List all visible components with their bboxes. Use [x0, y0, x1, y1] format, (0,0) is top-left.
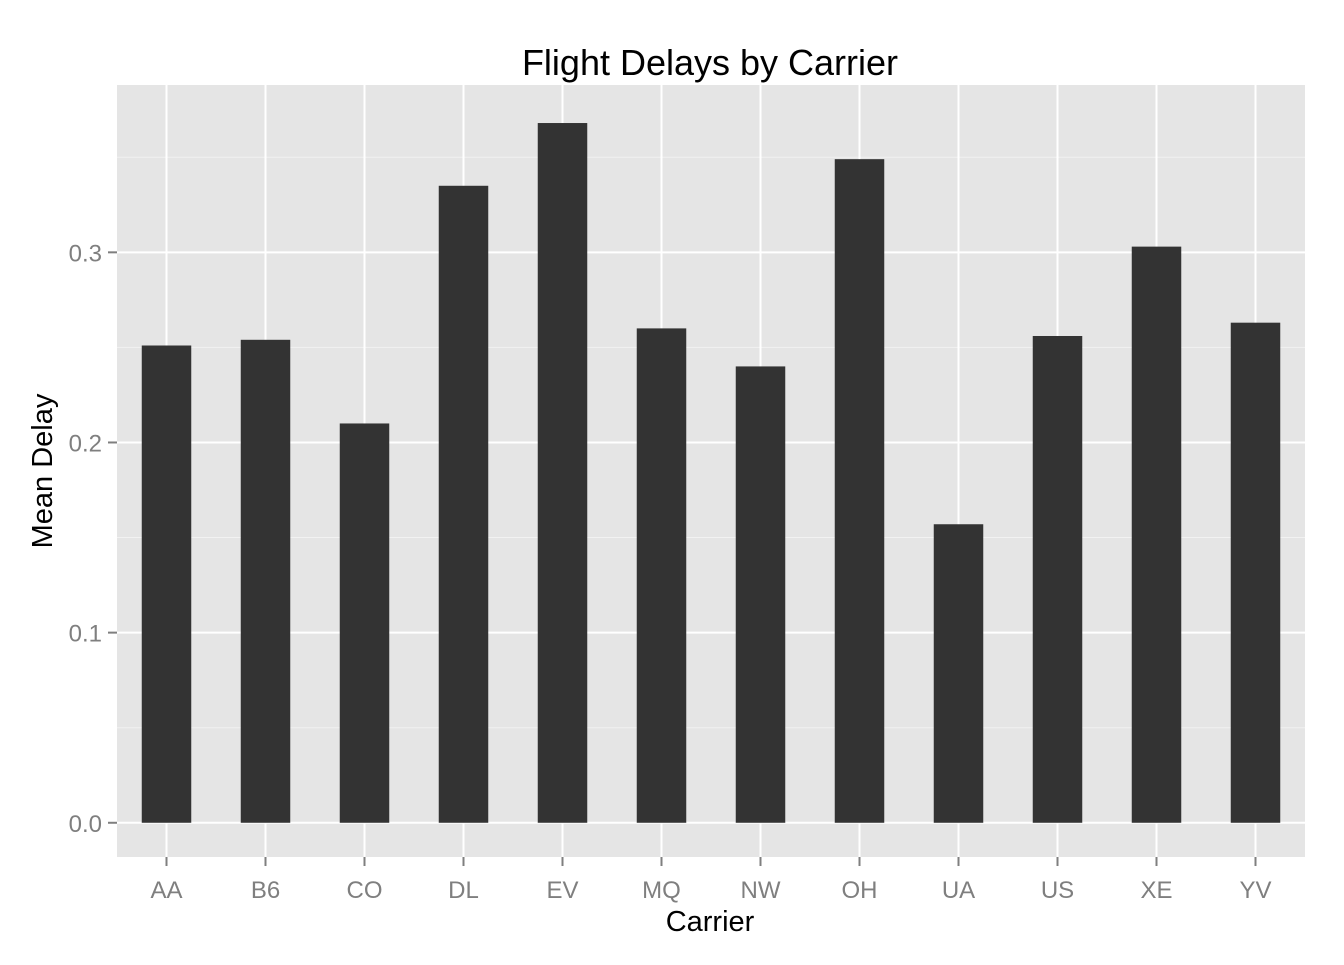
x-tick-label: DL [448, 877, 479, 904]
x-axis-title: Carrier [666, 906, 755, 938]
bar-yv [1230, 322, 1281, 823]
x-tick-label: YV [1239, 877, 1271, 904]
bar-b6 [240, 339, 291, 823]
x-tick-label: UA [942, 877, 975, 904]
y-tick-label: 0.2 [69, 430, 102, 457]
bars [141, 123, 1281, 823]
y-tick-label: 0.1 [69, 621, 102, 648]
x-tick-label: US [1041, 877, 1074, 904]
minor-gridlines [117, 156, 1305, 729]
chart-title: Flight Delays by Carrier [522, 42, 898, 83]
x-tick-label: XE [1140, 877, 1172, 904]
bar-oh [834, 159, 885, 823]
y-axis: 0.0 0.1 0.2 0.3 [69, 240, 117, 838]
bar-xe [1131, 246, 1182, 823]
bar-co [339, 423, 390, 823]
y-axis-title: Mean Delay [27, 393, 59, 548]
x-tick-label: EV [546, 877, 578, 904]
x-tick-label: MQ [642, 877, 681, 904]
bar-mq [636, 328, 687, 823]
bar-ev [537, 123, 588, 823]
bar-aa [141, 345, 192, 823]
x-tick-label: AA [150, 877, 182, 904]
plot-panel [117, 85, 1305, 857]
bar-nw [735, 366, 786, 823]
bar-dl [438, 185, 489, 823]
y-tick-label: 0.0 [69, 811, 102, 838]
x-tick-label: B6 [251, 877, 280, 904]
x-tick-label: NW [741, 877, 781, 904]
x-tick-label: OH [842, 877, 878, 904]
bar-ua [933, 524, 984, 823]
x-tick-label: CO [347, 877, 383, 904]
y-tick-label: 0.3 [69, 240, 102, 267]
x-axis: AA B6 CO DL EV MQ NW OH UA US XE YV [150, 857, 1272, 904]
bar-us [1032, 335, 1083, 823]
